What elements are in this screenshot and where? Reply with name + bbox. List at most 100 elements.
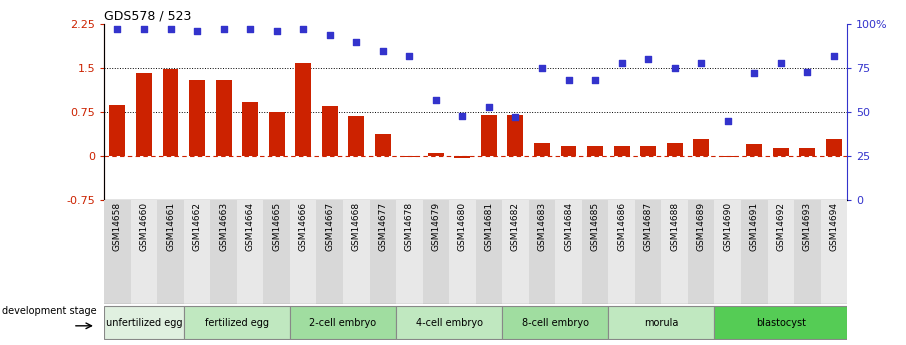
Bar	[635, 200, 661, 304]
Bar	[290, 200, 316, 304]
Text: GDS578 / 523: GDS578 / 523	[104, 10, 191, 23]
Bar	[110, 105, 125, 156]
Bar	[370, 200, 396, 304]
Point	[137, 27, 151, 32]
Bar	[747, 145, 762, 156]
Point	[588, 78, 602, 83]
Bar	[502, 200, 529, 304]
Point	[163, 27, 178, 32]
Text: GSM14664: GSM14664	[246, 202, 255, 251]
Bar	[210, 200, 236, 304]
Bar	[767, 200, 794, 304]
Bar	[773, 148, 789, 156]
Text: GSM14666: GSM14666	[299, 202, 308, 251]
Point	[349, 39, 363, 45]
Text: GSM14683: GSM14683	[537, 202, 546, 251]
Text: GSM14661: GSM14661	[166, 202, 175, 251]
Point	[482, 104, 496, 110]
Bar	[661, 200, 688, 304]
Point	[323, 32, 337, 38]
Text: blastocyst: blastocyst	[756, 318, 805, 327]
Bar	[184, 200, 210, 304]
Text: GSM14665: GSM14665	[272, 202, 281, 251]
Bar	[507, 115, 524, 156]
Point	[217, 27, 231, 32]
Bar	[422, 200, 449, 304]
Bar	[561, 146, 576, 156]
Bar	[104, 200, 130, 304]
Bar	[715, 306, 847, 339]
Text: GSM14692: GSM14692	[776, 202, 786, 251]
Bar	[794, 200, 821, 304]
Bar	[608, 306, 715, 339]
Bar	[242, 102, 258, 156]
Text: GSM14693: GSM14693	[803, 202, 812, 251]
Point	[800, 69, 814, 75]
Bar	[455, 156, 470, 158]
Bar	[104, 306, 184, 339]
Bar	[799, 148, 815, 156]
Text: 8-cell embryo: 8-cell embryo	[522, 318, 589, 327]
Bar	[821, 200, 847, 304]
Bar	[826, 139, 842, 156]
Bar	[529, 200, 555, 304]
Text: GSM14667: GSM14667	[325, 202, 334, 251]
Bar	[608, 200, 635, 304]
Point	[535, 66, 549, 71]
Bar	[476, 200, 502, 304]
Text: GSM14679: GSM14679	[431, 202, 440, 251]
Text: GSM14687: GSM14687	[643, 202, 652, 251]
Point	[641, 57, 655, 62]
Bar	[449, 200, 476, 304]
Text: GSM14681: GSM14681	[485, 202, 494, 251]
Bar	[216, 80, 232, 156]
Text: GSM14682: GSM14682	[511, 202, 520, 251]
Point	[614, 60, 629, 66]
Text: 4-cell embryo: 4-cell embryo	[416, 318, 483, 327]
Bar	[396, 306, 502, 339]
Bar	[688, 200, 715, 304]
Bar	[502, 306, 608, 339]
Bar	[295, 63, 311, 156]
Text: GSM14685: GSM14685	[591, 202, 600, 251]
Bar	[555, 200, 582, 304]
Point	[694, 60, 708, 66]
Bar	[290, 306, 396, 339]
Text: GSM14694: GSM14694	[829, 202, 838, 251]
Bar	[401, 156, 418, 157]
Point	[190, 28, 205, 34]
Bar	[481, 115, 496, 156]
Text: GSM14668: GSM14668	[352, 202, 361, 251]
Text: GSM14678: GSM14678	[405, 202, 414, 251]
Text: GSM14689: GSM14689	[697, 202, 706, 251]
Point	[668, 66, 682, 71]
Text: fertilized egg: fertilized egg	[205, 318, 269, 327]
Bar	[348, 116, 364, 156]
Bar	[613, 146, 630, 156]
Text: GSM14684: GSM14684	[564, 202, 573, 251]
Bar	[534, 143, 550, 156]
Bar	[269, 112, 284, 156]
Bar	[264, 200, 290, 304]
Text: unfertilized egg: unfertilized egg	[106, 318, 182, 327]
Bar	[667, 143, 682, 156]
Text: GSM14660: GSM14660	[140, 202, 149, 251]
Bar	[582, 200, 608, 304]
Bar	[396, 200, 422, 304]
Point	[111, 27, 125, 32]
Bar	[162, 69, 178, 156]
Bar	[428, 153, 444, 156]
Text: GSM14658: GSM14658	[113, 202, 122, 251]
Point	[455, 113, 469, 118]
Bar	[184, 306, 290, 339]
Point	[561, 78, 576, 83]
Bar	[189, 80, 205, 156]
Text: GSM14680: GSM14680	[458, 202, 467, 251]
Text: morula: morula	[644, 318, 679, 327]
Text: GSM14691: GSM14691	[750, 202, 758, 251]
Point	[774, 60, 788, 66]
Bar	[322, 106, 338, 156]
Bar	[715, 200, 741, 304]
Text: GSM14677: GSM14677	[379, 202, 387, 251]
Bar	[587, 146, 603, 156]
